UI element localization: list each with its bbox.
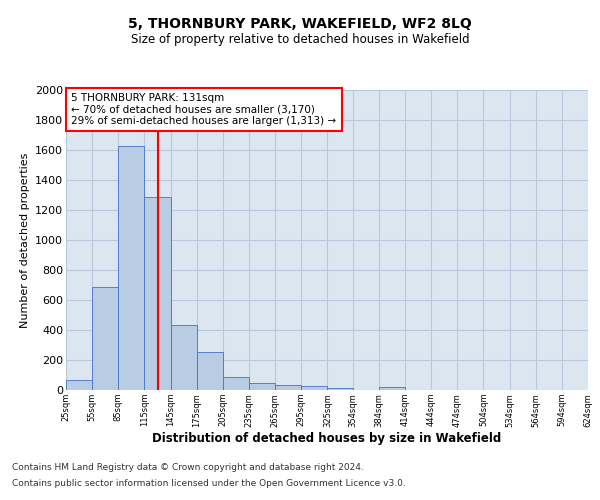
- Text: 5, THORNBURY PARK, WAKEFIELD, WF2 8LQ: 5, THORNBURY PARK, WAKEFIELD, WF2 8LQ: [128, 18, 472, 32]
- Text: Size of property relative to detached houses in Wakefield: Size of property relative to detached ho…: [131, 32, 469, 46]
- Bar: [223, 377, 249, 390]
- Bar: [379, 388, 405, 390]
- Text: Contains HM Land Registry data © Crown copyright and database right 2024.: Contains HM Land Registry data © Crown c…: [12, 464, 364, 472]
- Bar: [328, 388, 353, 390]
- Y-axis label: Number of detached properties: Number of detached properties: [20, 152, 29, 328]
- Bar: [170, 325, 197, 390]
- Text: 5 THORNBURY PARK: 131sqm
← 70% of detached houses are smaller (3,170)
29% of sem: 5 THORNBURY PARK: 131sqm ← 70% of detach…: [71, 93, 337, 126]
- Bar: [118, 146, 145, 390]
- Bar: [249, 382, 275, 390]
- Bar: [301, 386, 328, 390]
- Text: Contains public sector information licensed under the Open Government Licence v3: Contains public sector information licen…: [12, 478, 406, 488]
- X-axis label: Distribution of detached houses by size in Wakefield: Distribution of detached houses by size …: [152, 432, 502, 445]
- Bar: [197, 352, 223, 390]
- Bar: [92, 286, 118, 390]
- Bar: [145, 196, 170, 390]
- Bar: [66, 380, 92, 390]
- Bar: [275, 385, 301, 390]
